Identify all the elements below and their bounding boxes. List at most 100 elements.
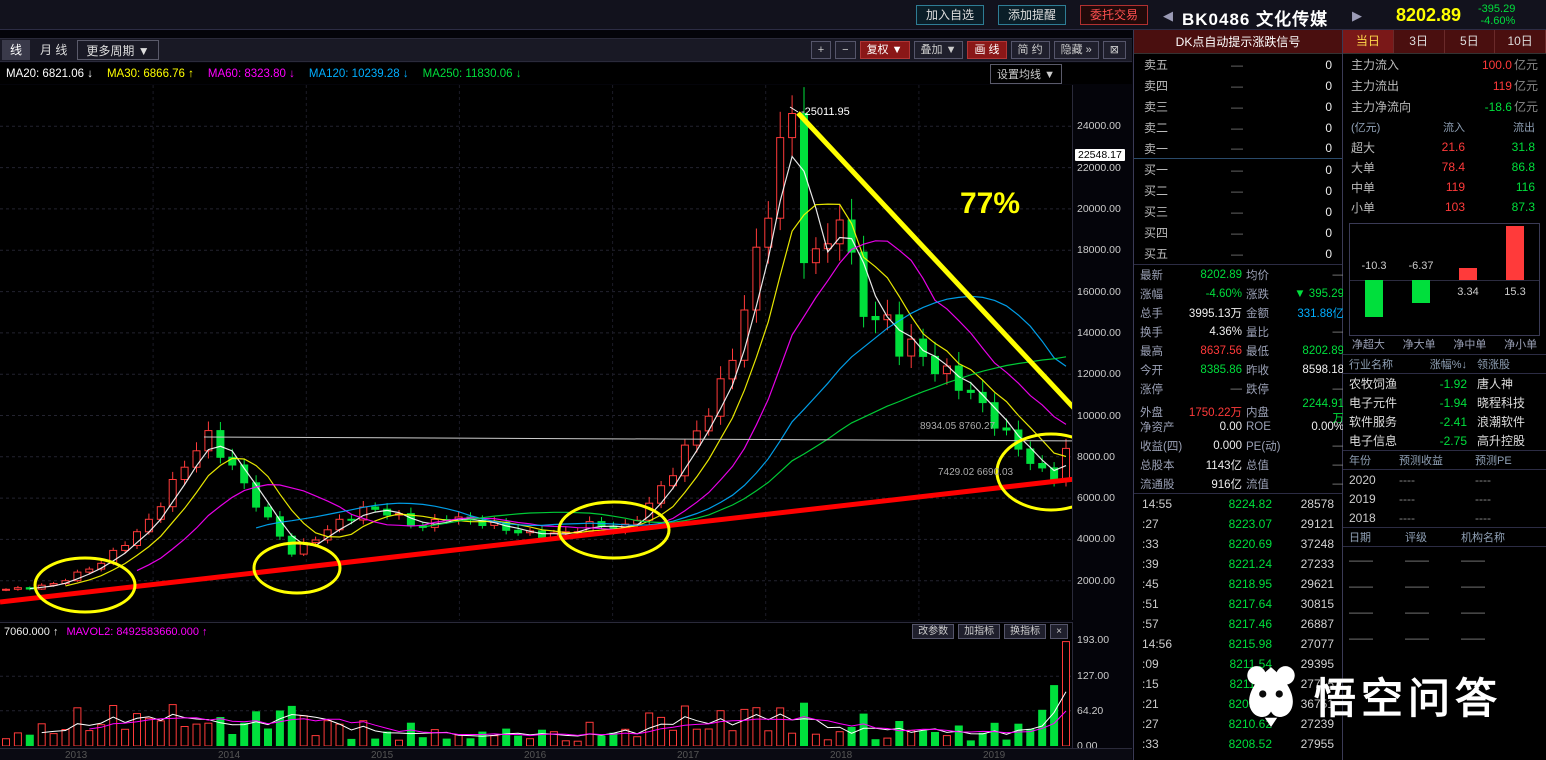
period-tab[interactable]: 更多周期 ▼	[77, 40, 159, 60]
price-axis: 24000.00 22000.00 20000.00 18000.00 16000.00…	[1072, 85, 1133, 620]
order-book-row: 卖一 —0	[1134, 138, 1342, 159]
period-tab[interactable]: 月 线	[40, 43, 68, 57]
fund-flow-panel: 当日 3日 5日 10日 主力流入 100.0 亿元 主力流出 119 亿元 主力净流向 -18.6…	[1343, 30, 1546, 760]
fundflow-tab[interactable]: 当日	[1343, 30, 1394, 53]
quote-stat-row: 总股本 1143亿 总值 —	[1140, 458, 1344, 472]
year-label: 2018	[830, 750, 853, 760]
sector-table-row[interactable]: 电子元件 -1.94 晓程科技	[1349, 395, 1526, 411]
net-flow-legend-item: 净小单	[1504, 339, 1538, 351]
top-bar: 加入自选 添加提醒 委托交易 ◀ BK0486 文化传媒 ▶ 8202.89 -…	[0, 0, 1546, 30]
forecast-table-row: 2019 ---- ----	[1349, 491, 1491, 506]
chart-tool-button[interactable]: ⊠	[1102, 41, 1126, 59]
fund-table: (亿元) 流入 流出 超大 21.6 31.8 大单 78.4 86.8 中单 119 116 小单 10…	[1343, 117, 1546, 217]
rating-table-row: —— —— ——	[1349, 553, 1485, 567]
volume-tool-button[interactable]: ×	[1050, 624, 1068, 639]
sector-table-row[interactable]: 电子信息 -2.75 高升控股	[1349, 433, 1526, 449]
chart-tool-button[interactable]: +	[810, 41, 832, 59]
quote-stat-row: 今开 8385.86 昨收 8598.18	[1140, 363, 1344, 377]
period-tab[interactable]: 线	[2, 40, 31, 60]
next-symbol-icon[interactable]: ▶	[1352, 8, 1362, 23]
year-label: 2015	[371, 750, 394, 760]
rating-table-row: —— —— ——	[1349, 631, 1485, 645]
rating-table-header: 日期 评级 机构名称	[1343, 527, 1546, 547]
order-book-row: 买三 —0	[1144, 204, 1332, 220]
net-flow-bar	[1365, 280, 1383, 317]
tick-row: :33 8220.69 37248	[1142, 537, 1334, 551]
quote-panel: DK点自动提示涨跌信号 卖五 —0 卖四 —0 卖三 —0 卖二 —0 卖一 —0 买一 —0 买二 —0…	[1133, 30, 1344, 760]
rating-table: 日期 评级 机构名称 —— —— —— —— —— —— —— —— —— —— —— ——	[1343, 527, 1546, 651]
price-axis-label: 14000.00	[1077, 327, 1121, 339]
chart-tool-button[interactable]: 复权 ▼	[859, 41, 910, 59]
net-flow-legend-item: 净大单	[1402, 339, 1436, 351]
year-label: 2017	[677, 750, 700, 760]
price-axis-label: 22000.00	[1077, 162, 1121, 174]
volume-chart[interactable]	[0, 640, 1072, 747]
tick-row: :51 8217.64 30815	[1142, 597, 1334, 611]
add-alert-button[interactable]: 添加提醒	[998, 5, 1067, 25]
fundflow-tab[interactable]: 5日	[1445, 30, 1496, 53]
volume-header: 7060.000 ↑ MAVOL2: 8492583660.000 ↑ 改参数加…	[0, 622, 1072, 640]
net-flow-bar	[1506, 226, 1524, 280]
ma-value: MA20: 6821.06 ↓	[6, 67, 93, 80]
fundflow-tabs: 当日 3日 5日 10日	[1343, 30, 1546, 54]
quote-stat-row: 收益(四) 0.000 PE(动) —	[1140, 439, 1344, 453]
kline-chart-area[interactable]	[0, 85, 1072, 620]
price-axis-label: 2000.00	[1077, 575, 1115, 587]
ma-value: MA60: 8323.80 ↓	[207, 67, 295, 80]
fundflow-tab[interactable]: 3日	[1394, 30, 1445, 53]
net-flow-legend: 净超大 净大单 净中单 净小单	[1343, 336, 1546, 354]
quote-stats: 最新 8202.89 均价 — 涨幅 -4.60% 涨跌 ▼ 395.29 总手 3995.13万…	[1134, 264, 1344, 494]
trade-button[interactable]: 委托交易	[1080, 5, 1149, 25]
net-flow-legend-item: 净超大	[1351, 339, 1385, 351]
tick-row: :57 8217.46 26887	[1142, 617, 1334, 631]
tick-list[interactable]: 14:55 8224.82 28578:27 8223.07 29121:33 8220.…	[1134, 494, 1342, 760]
fund-table-row: 小单 103 87.3	[1351, 200, 1535, 215]
forecast-table-header: 年份 预测收益 预测PE	[1343, 450, 1546, 470]
chart-tool-button[interactable]: 画 线	[967, 41, 1007, 59]
fundflow-tab[interactable]: 10日	[1495, 30, 1546, 53]
change-value: -395.29	[1478, 3, 1516, 15]
order-book-row: 买一 —0	[1144, 162, 1332, 178]
price-axis-label: 6000.00	[1077, 492, 1115, 504]
last-price: 8202.89	[1396, 5, 1462, 25]
chart-tool-button[interactable]: −	[835, 41, 856, 59]
quote-stat-row: 涨停 — 跌停 —	[1140, 382, 1344, 396]
order-book-row: 卖四 —0	[1144, 78, 1332, 94]
tick-row: 14:55 8224.82 28578	[1142, 497, 1334, 511]
tick-row: :45 8218.95 29621	[1142, 577, 1334, 591]
year-label: 2014	[218, 750, 241, 760]
net-flow-value: 3.34	[1457, 286, 1479, 298]
quote-stat-row: 涨幅 -4.60% 涨跌 ▼ 395.29	[1140, 287, 1344, 301]
watermark-wukong-qa: 悟空问答	[1238, 662, 1502, 728]
sector-table-row[interactable]: 农牧饲渔 -1.92 唐人神	[1349, 376, 1514, 392]
tick-row: :27 8210.62 27239	[1142, 717, 1334, 731]
price-axis-label: 24000.00	[1077, 120, 1121, 132]
mavol2-value: MAVOL2: 8492583660.000 ↑	[66, 625, 208, 638]
volume-buttons: 改参数 加指标 换指标 ×	[912, 624, 1072, 639]
volume-axis-label: 64.20	[1077, 705, 1104, 717]
chart-tool-buttons: + − 复权 ▼ 叠加 ▼ 画 线简 约隐藏 » ⊠	[810, 41, 1132, 59]
forecast-table-row: 2020 ---- ----	[1349, 472, 1491, 487]
volume-tool-button[interactable]: 改参数	[912, 624, 955, 639]
chart-tool-button[interactable]: 叠加 ▼	[913, 41, 964, 59]
ma-values-bar: MA20: 6821.06 ↓ MA30: 6866.76 ↑ MA60: 8323…	[0, 63, 1132, 84]
signal-marquee[interactable]: DK点自动提示涨跌信号	[1134, 30, 1342, 54]
order-book-row: 买四 —0	[1144, 225, 1332, 241]
mainforce-flow-row: 主力净流向 -18.6 亿元	[1351, 99, 1538, 115]
time-axis: 2013 2014 2015 2016 2017 2018 2019	[0, 748, 1132, 760]
prev-symbol-icon[interactable]: ◀	[1163, 8, 1173, 23]
chart-tool-button[interactable]: 简 约	[1010, 41, 1050, 59]
sector-table-header[interactable]: 行业名称 涨幅%↓ 领涨股	[1343, 354, 1546, 374]
chart-toolbar: 线月 线更多周期 ▼ + − 复权 ▼ 叠加 ▼ 画 线简 约隐藏 » ⊠	[0, 38, 1132, 62]
volume-chart-area[interactable]	[0, 640, 1072, 747]
kline-chart[interactable]	[0, 85, 1072, 620]
volume-tool-button[interactable]: 加指标	[958, 624, 1001, 639]
period-tabs: 线月 线更多周期 ▼	[0, 40, 159, 60]
volume-tool-button[interactable]: 换指标	[1004, 624, 1047, 639]
sector-table-row[interactable]: 软件服务 -2.41 浪潮软件	[1349, 414, 1526, 430]
rating-table-row: —— —— ——	[1349, 605, 1485, 619]
add-watchlist-button[interactable]: 加入自选	[916, 5, 985, 25]
mavol1-value: 7060.000 ↑	[4, 625, 59, 638]
ma-settings-button[interactable]: 设置均线 ▼	[990, 63, 1062, 84]
chart-tool-button[interactable]: 隐藏 »	[1053, 41, 1099, 59]
